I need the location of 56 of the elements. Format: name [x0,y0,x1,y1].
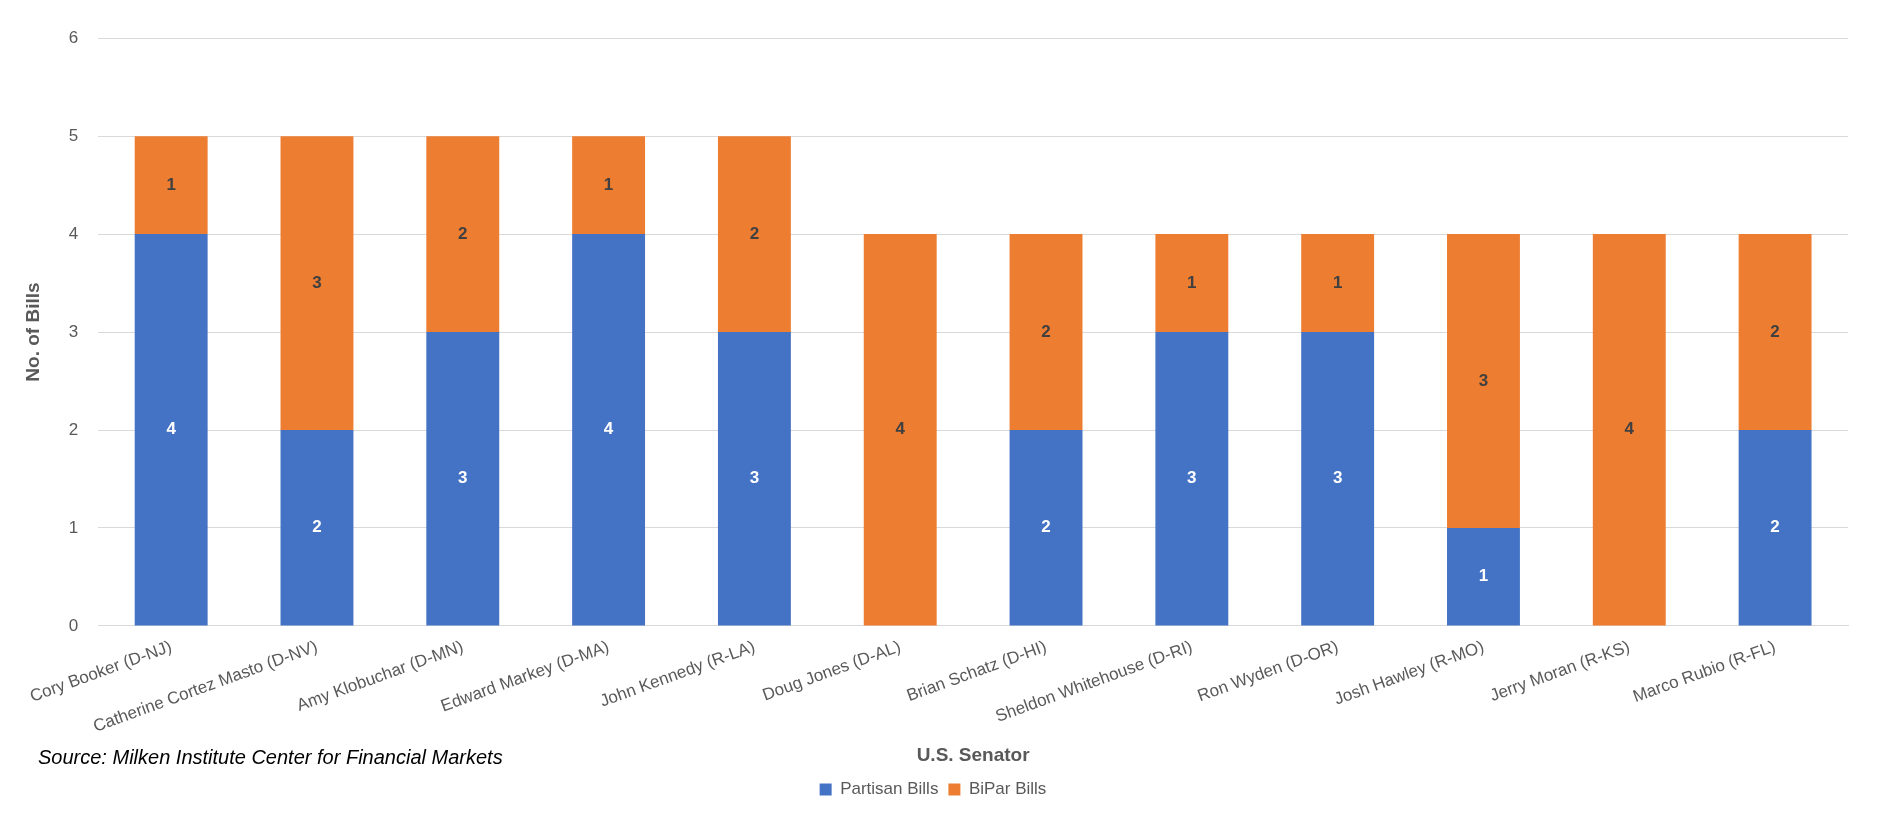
bar [1009,234,1083,431]
y-tick-label: 0 [68,615,79,635]
bar [134,136,208,235]
bar [280,430,354,626]
bar [863,234,937,626]
data-label: 3 [458,468,468,488]
bar [1301,332,1375,626]
legend-label: BiPar Bills [968,779,1047,799]
data-label: 3 [312,272,322,292]
bar [1447,234,1520,528]
y-tick-label: 4 [68,223,79,243]
data-label: 2 [1770,517,1780,537]
data-label: 3 [1187,468,1197,488]
data-label: 1 [166,174,176,194]
data-label: 2 [458,223,468,243]
bar [1009,430,1083,626]
data-label: 1 [1187,272,1197,292]
y-tick-label: 1 [68,517,79,537]
bar [717,136,791,333]
source-note: Source: Milken Institute Center for Financial Markets [38,745,503,768]
data-label: 2 [1041,517,1051,537]
data-label: 1 [603,174,614,194]
data-label: 4 [603,419,614,439]
data-label: 2 [749,223,760,243]
bar [1592,234,1666,626]
y-tick-label: 5 [68,125,79,145]
data-label: 4 [166,419,177,439]
bar [717,332,791,626]
bar [426,332,500,626]
bar [1447,527,1520,626]
data-label: 1 [1332,272,1343,292]
data-label: 2 [312,517,322,537]
data-label: 4 [895,419,906,439]
data-label: 3 [1478,370,1489,390]
bar [1155,234,1229,333]
bar [1301,234,1375,333]
y-axis-title: No. of Bills [21,282,43,382]
data-label: 2 [1041,321,1051,341]
data-label: 3 [1332,468,1343,488]
bar [1738,234,1812,431]
y-tick-label: 6 [68,27,79,47]
bar [572,136,646,235]
bar [1738,430,1812,626]
data-label: 4 [1624,419,1635,439]
y-tick-label: 2 [68,419,79,439]
data-label: 2 [1770,321,1780,341]
y-tick-label: 3 [68,321,79,341]
data-label: 1 [1478,566,1489,586]
bar [572,234,646,626]
bar [1155,332,1229,626]
x-axis-title: U.S. Senator [916,743,1031,765]
data-label: 3 [749,468,760,488]
bar [426,136,500,333]
legend-label: Partisan Bills [840,779,939,799]
bar [280,136,354,431]
bar [134,234,208,626]
